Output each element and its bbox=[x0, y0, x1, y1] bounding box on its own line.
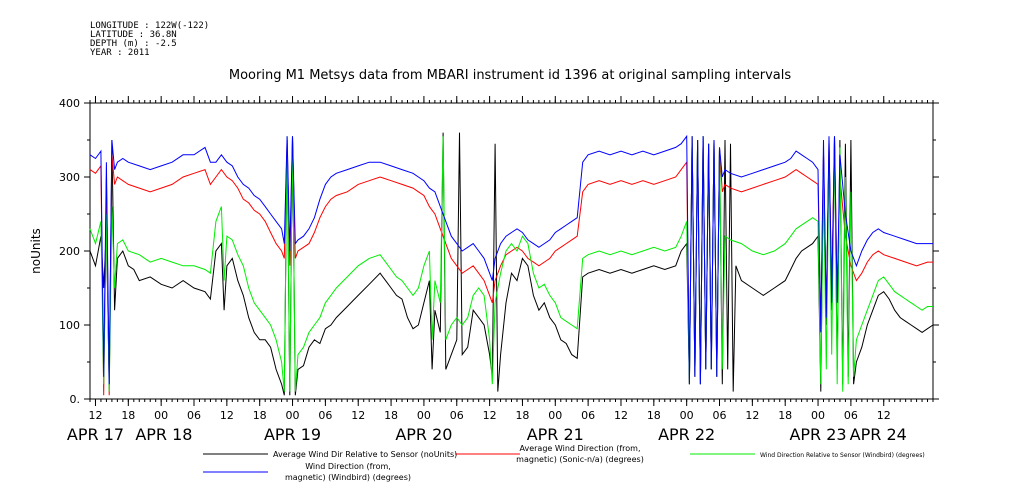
x-tick-label: 06 bbox=[318, 409, 332, 422]
x-tick-label: 00 bbox=[548, 409, 562, 422]
longitude-label: LONGITUDE : 122W(-122) bbox=[90, 21, 210, 31]
x-date-label: APR 19 bbox=[264, 425, 321, 444]
x-date-label: APR 22 bbox=[658, 425, 715, 444]
y-tick-label: 100 bbox=[59, 319, 80, 332]
legend-label: Wind Direction Relative to Sensor (Windb… bbox=[760, 452, 925, 459]
x-tick-label: 18 bbox=[515, 409, 529, 422]
x-tick-label: 06 bbox=[844, 409, 858, 422]
x-tick-label: 00 bbox=[417, 409, 431, 422]
x-tick-label: 00 bbox=[811, 409, 825, 422]
x-date-label: APR 18 bbox=[135, 425, 192, 444]
x-tick-label: 18 bbox=[384, 409, 398, 422]
x-tick-label: 12 bbox=[351, 409, 365, 422]
x-tick-label: 00 bbox=[680, 409, 694, 422]
x-date-label: APR 20 bbox=[395, 425, 452, 444]
x-tick-label: 18 bbox=[253, 409, 267, 422]
x-tick-label: 12 bbox=[220, 409, 234, 422]
y-tick-label: 200 bbox=[59, 245, 80, 258]
x-tick-label: 06 bbox=[450, 409, 464, 422]
legend-label: Wind Direction (from, bbox=[305, 462, 391, 471]
legend-group: Average Wind Dir Relative to Sensor (noU… bbox=[203, 444, 925, 482]
x-tick-label: 06 bbox=[187, 409, 201, 422]
y-axis-label: noUnits bbox=[29, 228, 43, 274]
chart-title: Mooring M1 Metsys data from MBARI instru… bbox=[228, 68, 792, 83]
legend-label: Average Wind Dir Relative to Sensor (noU… bbox=[273, 450, 457, 459]
series-group bbox=[89, 132, 934, 396]
x-tick-label: 12 bbox=[877, 409, 891, 422]
y-tick-label: 0. bbox=[70, 393, 81, 406]
x-date-label: APR 21 bbox=[527, 425, 584, 444]
x-tick-label: 18 bbox=[778, 409, 792, 422]
series-line-2 bbox=[89, 136, 933, 396]
x-tick-label: 12 bbox=[745, 409, 759, 422]
legend-label: magnetic) (Windbird) (degrees) bbox=[285, 473, 411, 482]
legend-label: Average Wind Direction (from, bbox=[519, 444, 640, 453]
x-date-label: APR 24 bbox=[850, 425, 907, 444]
x-tick-label: 06 bbox=[713, 409, 727, 422]
x-tick-label: 00 bbox=[286, 409, 300, 422]
latitude-label: LATITUDE : 36.8N bbox=[90, 30, 177, 40]
year-label: YEAR : 2011 bbox=[90, 48, 150, 58]
x-date-label: APR 17 bbox=[67, 425, 124, 444]
x-tick-label: 12 bbox=[88, 409, 102, 422]
series-line-1 bbox=[89, 132, 934, 396]
x-tick-label: 12 bbox=[483, 409, 497, 422]
series-line-4 bbox=[89, 134, 933, 385]
y-tick-label: 300 bbox=[59, 171, 80, 184]
x-date-label: APR 23 bbox=[789, 425, 846, 444]
x-tick-label: 18 bbox=[647, 409, 661, 422]
x-tick-label: 00 bbox=[154, 409, 168, 422]
legend-label: magnetic) (Sonic-n/a) (degrees) bbox=[516, 455, 644, 464]
x-tick-label: 12 bbox=[614, 409, 628, 422]
series-line-3 bbox=[89, 136, 933, 392]
x-tick-label: 06 bbox=[581, 409, 595, 422]
depth-label: DEPTH (m) : -2.5 bbox=[90, 39, 177, 49]
x-tick-label: 18 bbox=[121, 409, 135, 422]
y-tick-label: 400 bbox=[59, 97, 80, 110]
axes-group: 0. 100 200 300 400 noUnits 12 18 00 06 12 18 00 06 12 1… bbox=[29, 96, 939, 444]
